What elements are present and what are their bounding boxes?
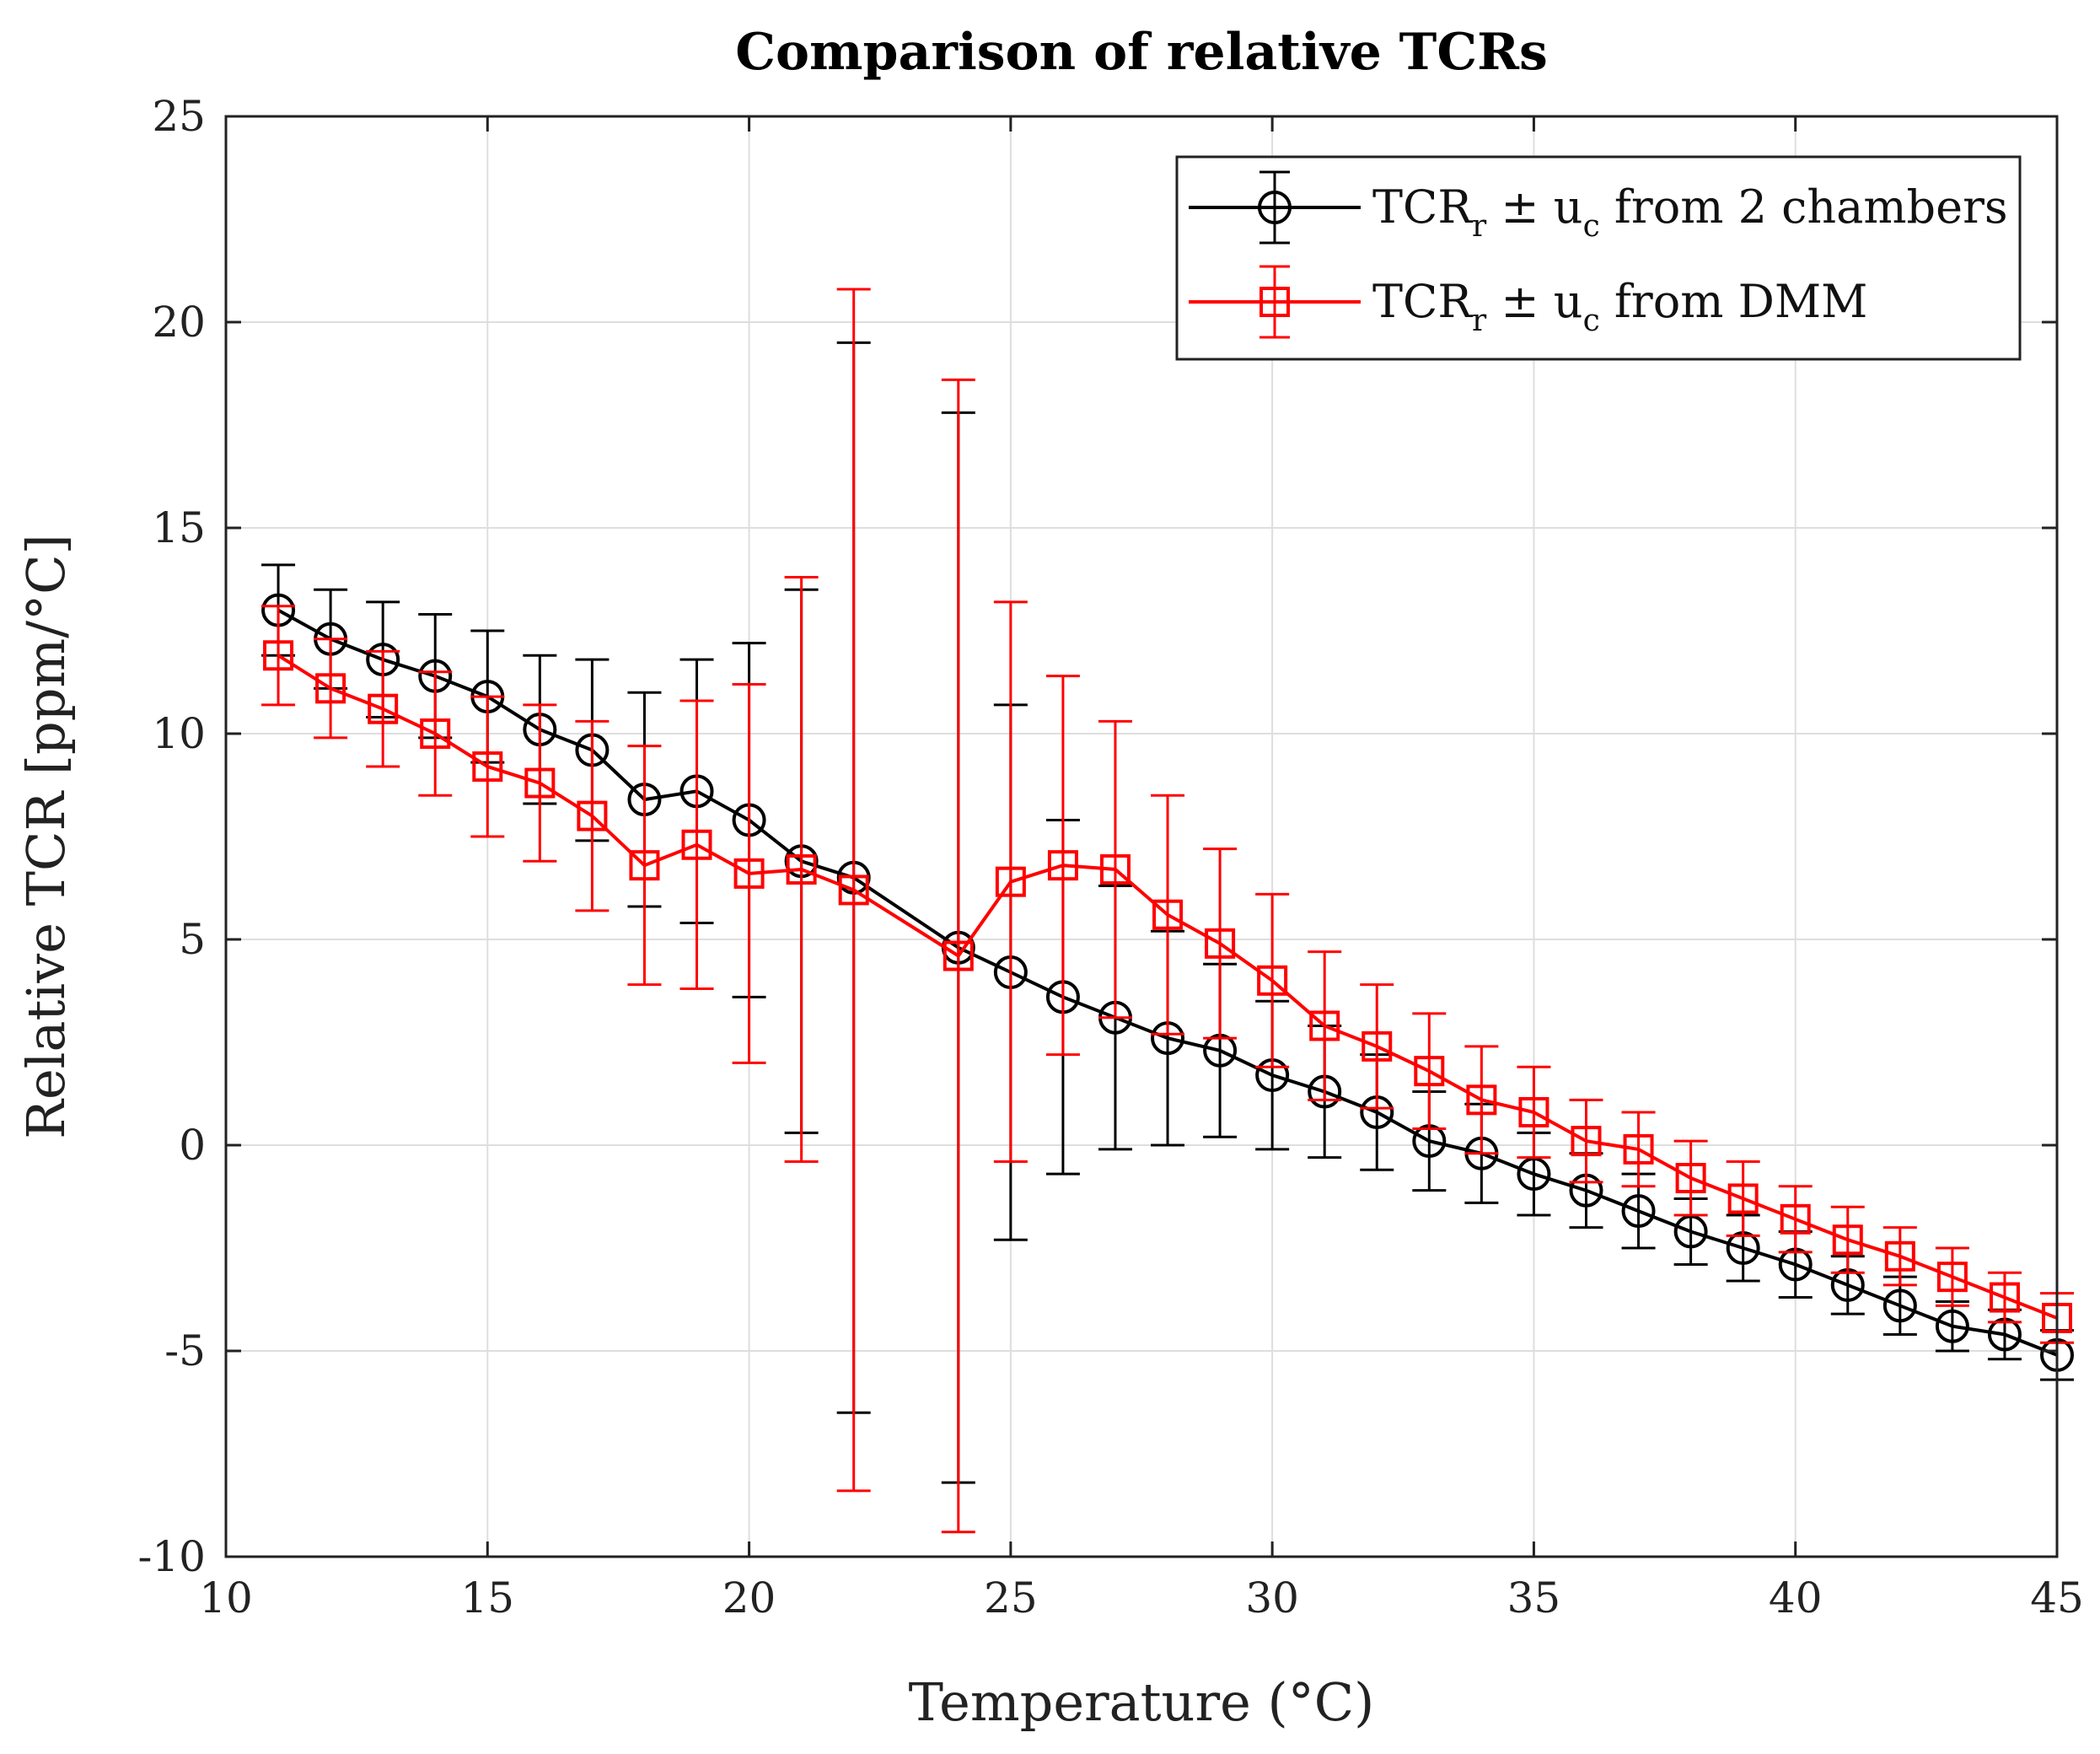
y-tick-label: 25 [152,92,206,141]
data-point-marker [629,850,660,881]
legend-marker [1259,287,1290,317]
data-point-marker [1205,928,1236,959]
plot-area-frame [224,115,2059,1558]
data-point-marker [1466,1084,1497,1116]
data-point-marker [472,751,503,783]
data-point-marker [1935,1309,1969,1343]
y-tick-label: 20 [152,298,206,347]
legend-label: TCRr ± uc from 2 chambers [1372,180,2008,244]
data-point-marker [315,673,346,704]
data-point-marker [1518,1096,1549,1127]
data-point-marker [1675,1163,1706,1194]
legend-label: TCRr ± uc from DMM [1372,275,1867,338]
x-tick-label: 10 [199,1574,253,1622]
data-point-marker [420,718,451,749]
y-tick-label: 10 [152,709,206,758]
series-line [277,654,2058,1320]
legend-marker [1258,191,1292,224]
data-point-marker [1673,1214,1708,1249]
series-line [277,608,2058,1357]
tick-labels: 10 15 20 25 30 35 40 45 -10 -5 0 5 10 15 20 25 [137,92,2083,1622]
data-point-marker [1047,850,1078,881]
legend-entry-1: TCRr ± uc from 2 chambers [1189,170,2008,245]
x-tick-label: 45 [2030,1574,2084,1622]
y-axis-label: Relative TCR [ppm/°C] [15,534,77,1138]
data-point-marker [1780,1203,1811,1235]
y-tick-label: -5 [164,1326,206,1375]
data-point-marker [838,874,869,906]
data-point-marker [1936,1262,1968,1293]
data-point-marker [1517,1157,1551,1192]
x-axis-label: Temperature (°C) [909,1671,1375,1733]
legend: TCRr ± uc from 2 chambers TCRr ± uc from … [1175,155,2022,361]
data-point-marker [1832,1224,1863,1256]
x-tick-label: 30 [1245,1574,1299,1622]
data-point-marker [943,940,974,971]
y-tick-label: -10 [137,1532,206,1581]
data-point-marker [1099,854,1131,885]
chart-title: Comparison of relative TCRs [735,23,1547,82]
legend-entry-2: TCRr ± uc from DMM [1189,265,1867,339]
data-point-marker [1152,899,1184,930]
legend-box [1175,155,2022,361]
data-point-marker [524,767,556,799]
data-point-marker [995,866,1026,897]
data-point-marker [1621,1194,1656,1229]
data-point-marker [1623,1133,1654,1165]
y-tick-label: 15 [152,503,206,552]
data-point-marker [1727,1183,1759,1214]
data-point-marker [577,800,608,831]
data-point-marker [786,854,817,885]
data-point-marker [1257,965,1288,996]
data-point-marker [1309,1010,1340,1041]
y-tick-label: 0 [179,1121,206,1170]
data-point-marker [1414,1056,1445,1087]
data-point-marker [733,858,765,889]
data-point-marker [1989,1282,2020,1313]
x-tick-label: 15 [460,1574,514,1622]
data-point-marker [263,640,294,671]
data-point-marker [681,829,712,860]
x-tick-label: 40 [1769,1574,1823,1622]
y-tick-label: 5 [179,915,206,964]
data-point-marker [1362,1030,1393,1062]
x-tick-label: 35 [1507,1574,1561,1622]
data-point-marker [368,693,399,724]
series-2 [261,288,2074,1534]
data-point-marker [1884,1240,1915,1272]
x-tick-label: 25 [984,1574,1038,1622]
data-point-marker [1571,1126,1602,1157]
data-series [261,288,2074,1534]
data-point-marker [1882,1289,1917,1323]
x-tick-label: 20 [722,1574,776,1622]
